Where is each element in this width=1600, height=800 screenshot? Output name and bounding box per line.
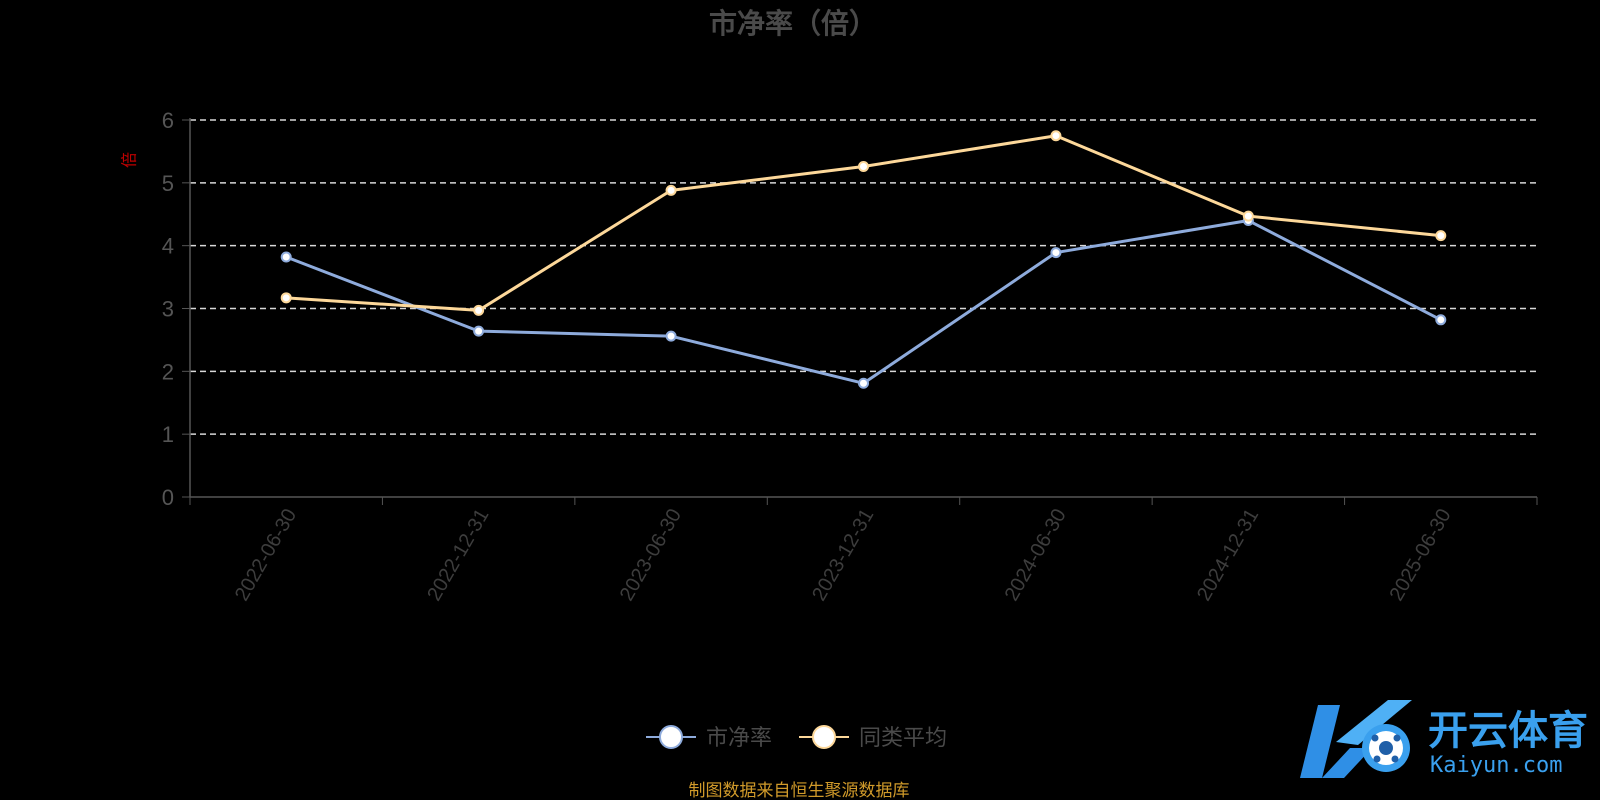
- legend-marker-peer-average: [812, 725, 836, 749]
- data-point[interactable]: [280, 292, 292, 304]
- data-point[interactable]: [858, 160, 869, 172]
- legend-item-pb[interactable]: 市净率: [646, 725, 772, 751]
- watermark-k-icon: [1300, 700, 1412, 778]
- x-tick-label: 2023-06-30: [616, 505, 686, 605]
- data-point[interactable]: [1435, 230, 1447, 242]
- watermark-brand-en: Kaiyun.com: [1430, 753, 1562, 778]
- legend-label-pb: 市净率: [706, 726, 772, 751]
- y-tick-label: 0: [162, 485, 174, 510]
- data-source-note: 制图数据来自恒生聚源数据库: [689, 781, 910, 800]
- axes: [189, 118, 1537, 498]
- y-tick-label: 4: [162, 234, 174, 259]
- x-axis-ticks: 2022-06-30 2022-12-31 2023-06-30 2023-12-31…: [189, 497, 1538, 605]
- x-tick-label: 2025-06-30: [1385, 505, 1455, 605]
- y-tick-label: 6: [162, 108, 174, 133]
- y-tick-label: 5: [162, 171, 174, 196]
- data-point[interactable]: [665, 184, 677, 196]
- data-point[interactable]: [280, 251, 292, 263]
- watermark-logo: 开云体育 Kaiyun.com: [1300, 700, 1588, 778]
- grid-lines: [190, 119, 1537, 435]
- y-tick-label: 2: [162, 359, 174, 384]
- legend-item-peer-average[interactable]: 同类平均: [799, 725, 947, 751]
- data-point[interactable]: [665, 330, 677, 342]
- data-point[interactable]: [1050, 130, 1062, 142]
- y-tick-label: 1: [162, 422, 174, 447]
- x-tick-label: 2022-12-31: [423, 505, 493, 605]
- data-point[interactable]: [858, 377, 869, 389]
- series-lines: [280, 130, 1447, 389]
- series-0: [280, 215, 1447, 389]
- y-tick-label: 3: [162, 297, 174, 322]
- data-point[interactable]: [473, 304, 485, 316]
- data-point[interactable]: [1242, 210, 1254, 222]
- data-point[interactable]: [1050, 247, 1062, 259]
- x-tick-label: 2024-06-30: [1001, 505, 1071, 605]
- data-point[interactable]: [473, 325, 485, 337]
- y-axis-unit-label: 倍: [120, 152, 139, 168]
- x-tick-label: 2023-12-31: [808, 505, 878, 605]
- legend-label-peer-average: 同类平均: [859, 726, 947, 751]
- watermark-brand-cn: 开云体育: [1428, 708, 1588, 754]
- legend: 市净率 同类平均: [646, 725, 947, 751]
- x-tick-label: 2022-06-30: [231, 505, 301, 605]
- chart-title: 市净率（倍）: [709, 7, 877, 40]
- series-1: [280, 130, 1447, 316]
- data-point[interactable]: [1435, 314, 1447, 326]
- x-tick-label: 2024-12-31: [1193, 505, 1263, 605]
- y-axis-ticks: 0 1 2 3 4 5 6: [162, 108, 190, 510]
- legend-marker-pb: [659, 725, 683, 749]
